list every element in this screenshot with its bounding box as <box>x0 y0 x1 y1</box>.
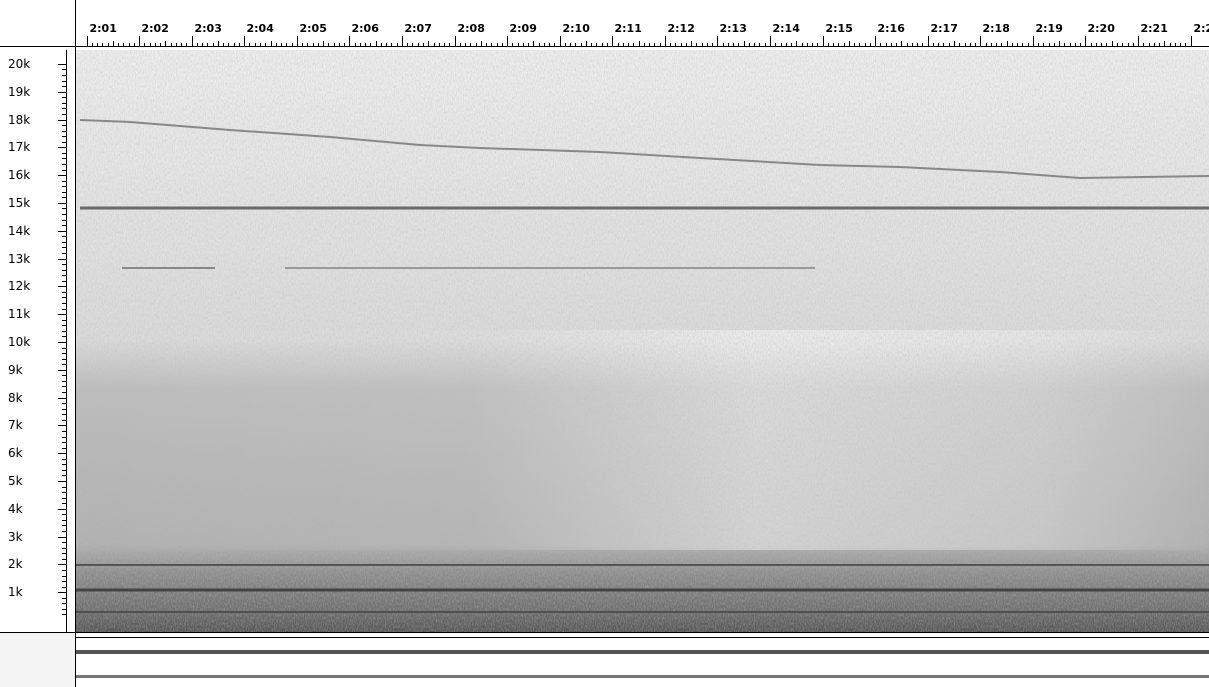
x-tick-label: 2:08 <box>458 22 485 35</box>
x-tick-label: 2:15 <box>826 22 853 35</box>
corner-panel <box>0 633 75 687</box>
y-tick-label: 20k <box>8 57 30 71</box>
spectrogram-noise <box>76 50 1209 632</box>
x-tick-label: 2:21 <box>1141 22 1168 35</box>
y-tick-label: 9k <box>8 363 23 377</box>
x-tick-label: 2:11 <box>615 22 642 35</box>
tone-trace <box>79 119 1209 180</box>
y-tick-label: 4k <box>8 502 23 516</box>
y-tick-label: 15k <box>8 196 30 210</box>
y-tick-label: 3k <box>8 530 23 544</box>
x-tick-label: 2:05 <box>300 22 327 35</box>
x-tick-label: 2:06 <box>352 22 380 35</box>
y-tick-label: 7k <box>8 418 23 432</box>
y-tick-label: 14k <box>8 224 30 238</box>
x-tick-label: 2:20 <box>1088 22 1116 35</box>
x-tick-label: 2:17 <box>931 22 958 35</box>
y-tick-label: 10k <box>8 335 30 349</box>
x-tick-label: 2:02 <box>142 22 169 35</box>
x-tick-label: 2:22 <box>1194 22 1209 35</box>
y-tick-label: 11k <box>8 307 30 321</box>
spectrogram <box>76 50 1209 632</box>
x-tick-label: 2:10 <box>563 22 591 35</box>
y-tick-label: 1k <box>8 585 23 599</box>
x-tick-label: 2:14 <box>773 22 801 35</box>
y-tick-label: 18k <box>8 113 30 127</box>
x-tick-label: 2:09 <box>510 22 537 35</box>
y-tick-label: 8k <box>8 391 23 405</box>
y-tick-label: 17k <box>8 140 30 154</box>
y-tick-label: 16k <box>8 168 30 182</box>
x-tick-label: 2:13 <box>720 22 747 35</box>
x-tick-label: 2:07 <box>405 22 432 35</box>
x-tick-label: 2:16 <box>878 22 906 35</box>
x-tick-label: 2:01 <box>90 22 117 35</box>
x-tick-label: 2:12 <box>668 22 695 35</box>
y-tick-label: 13k <box>8 252 30 266</box>
y-tick-label: 5k <box>8 474 23 488</box>
y-tick-label: 19k <box>8 85 30 99</box>
y-tick-label: 2k <box>8 557 23 571</box>
y-tick-label: 6k <box>8 446 23 460</box>
x-tick-label: 2:18 <box>983 22 1010 35</box>
y-tick-label: 12k <box>8 279 30 293</box>
waveform-channel <box>76 650 1209 654</box>
x-tick-label: 2:19 <box>1036 22 1063 35</box>
x-tick-label: 2:03 <box>195 22 222 35</box>
waveform-channel <box>76 675 1209 678</box>
x-tick-label: 2:04 <box>247 22 275 35</box>
